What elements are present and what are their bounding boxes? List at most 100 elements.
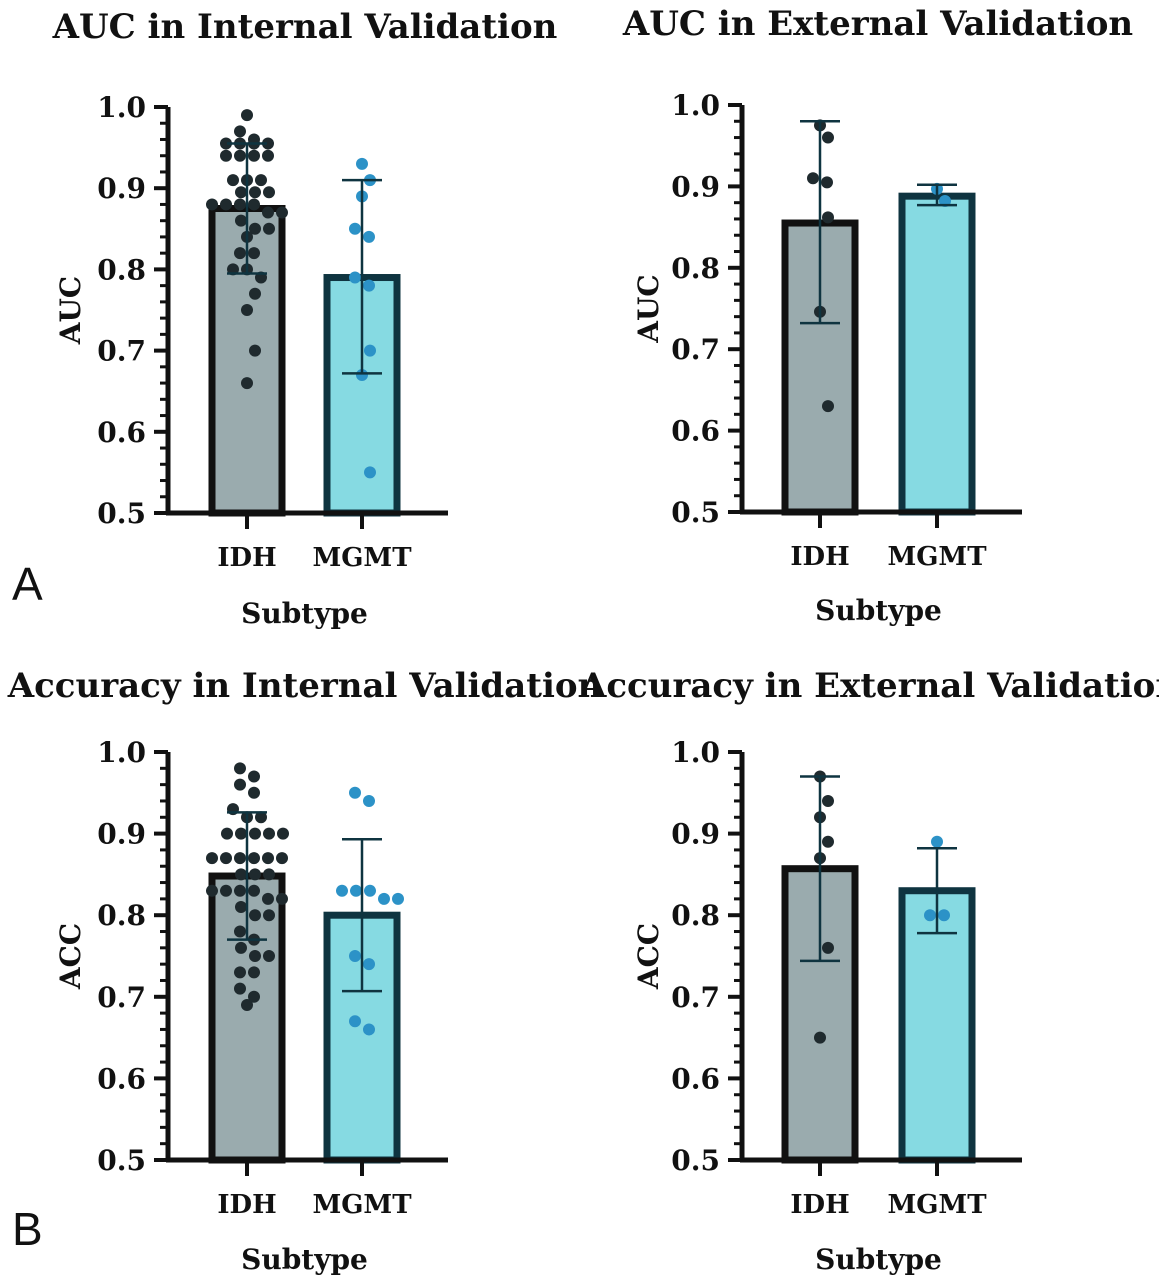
data-point-idh: [276, 852, 288, 865]
y-axis-label: AUC: [54, 276, 87, 345]
x-axis-label: Subtype: [815, 1243, 942, 1276]
y-tick-label: 0.9: [671, 818, 720, 851]
data-point-idh: [235, 868, 247, 881]
data-point-idh: [248, 990, 260, 1003]
data-point-idh: [263, 909, 275, 922]
data-point-idh: [234, 982, 246, 995]
data-point-idh: [220, 149, 232, 162]
data-point-idh: [263, 186, 275, 199]
data-point-idh: [235, 827, 247, 840]
data-point-idh: [248, 884, 260, 897]
data-point-mgmt: [336, 884, 348, 897]
data-point-idh: [263, 827, 275, 840]
y-tick-label: 1.0: [671, 89, 720, 122]
data-point-idh: [248, 247, 260, 260]
y-tick-label: 0.8: [97, 253, 146, 286]
data-point-mgmt: [363, 794, 375, 807]
data-point-idh: [234, 762, 246, 775]
data-point-idh: [235, 941, 247, 954]
data-point-idh: [249, 950, 261, 962]
data-point-idh: [262, 137, 274, 150]
data-point-idh: [206, 852, 218, 865]
panel-letter-a: A: [12, 558, 43, 610]
y-tick-label: 0.6: [671, 415, 720, 448]
data-point-mgmt: [363, 958, 375, 971]
data-point-idh: [276, 892, 288, 905]
y-tick-label: 0.5: [671, 496, 720, 529]
y-tick-label: 0.5: [97, 497, 146, 530]
y-tick-label: 0.9: [97, 818, 146, 851]
y-tick-label: 0.8: [671, 252, 720, 285]
x-tick-label-mgmt: MGMT: [887, 1190, 987, 1220]
chart-title: AUC in External Validation: [622, 4, 1133, 44]
data-point-idh: [263, 222, 275, 235]
data-point-idh: [234, 925, 246, 938]
data-point-mgmt: [392, 892, 404, 905]
data-point-idh: [822, 835, 834, 848]
y-tick-label: 0.9: [97, 172, 146, 205]
data-point-idh: [255, 811, 267, 824]
data-point-idh: [235, 901, 247, 914]
x-axis-label: Subtype: [241, 597, 368, 630]
data-point-idh: [248, 786, 260, 799]
data-point-idh: [248, 966, 260, 979]
chart-auc-internal: AUC in Internal Validation AUC Subtype 0.5 0…: [52, 7, 558, 630]
data-point-mgmt: [349, 786, 361, 799]
data-point-idh: [220, 884, 232, 897]
y-tick-label: 0.8: [97, 899, 146, 932]
x-tick-label-idh: IDH: [790, 542, 849, 572]
data-point-idh: [241, 998, 253, 1011]
data-point-idh: [234, 149, 246, 162]
data-point-idh: [263, 868, 275, 881]
data-point-mgmt: [938, 909, 950, 922]
data-point-idh: [277, 827, 289, 840]
data-point-mgmt: [356, 368, 368, 381]
chart-acc-external: Accuracy in External Validation ACC Subtyp…: [579, 666, 1159, 1276]
x-tick-label-idh: IDH: [790, 1190, 849, 1220]
data-point-idh: [822, 941, 834, 954]
data-point-idh: [249, 344, 261, 357]
data-point-idh: [263, 950, 275, 962]
y-tick-label: 0.7: [97, 981, 146, 1014]
data-point-idh: [262, 206, 274, 219]
data-point-idh: [255, 174, 267, 187]
data-point-mgmt: [924, 909, 936, 922]
data-point-idh: [276, 206, 288, 219]
y-tick-label: 0.6: [97, 1062, 146, 1095]
y-tick-label: 0.5: [671, 1144, 720, 1177]
y-tick-label: 0.8: [671, 899, 720, 932]
data-point-mgmt: [364, 884, 376, 897]
x-tick-label-mgmt: MGMT: [312, 1190, 412, 1220]
chart-auc-external: AUC in External Validation AUC Subtype 0.5 0…: [622, 4, 1133, 627]
data-point-idh: [822, 211, 834, 224]
data-point-idh: [206, 198, 218, 211]
data-point-idh: [822, 400, 834, 413]
data-point-mgmt: [349, 1015, 361, 1028]
data-point-idh: [249, 287, 261, 300]
x-tick-label-idh: IDH: [217, 1190, 276, 1220]
data-point-idh: [220, 137, 232, 150]
data-point-idh: [248, 852, 260, 865]
chart-title: Accuracy in Internal Validation: [7, 666, 603, 706]
data-point-idh: [249, 186, 261, 199]
data-point-idh: [822, 131, 834, 144]
y-axis-label: ACC: [632, 923, 665, 990]
data-point-idh: [241, 109, 253, 122]
data-point-mgmt: [363, 279, 375, 292]
data-point-idh: [234, 198, 246, 211]
data-point-idh: [235, 214, 247, 227]
data-point-idh: [262, 892, 274, 905]
data-point-idh: [821, 176, 833, 189]
data-point-idh: [234, 247, 246, 260]
data-point-idh: [241, 377, 253, 390]
panel-letter-b: B: [12, 1203, 43, 1255]
data-point-idh: [814, 1031, 826, 1044]
data-point-idh: [206, 884, 218, 897]
data-point-idh: [248, 770, 260, 783]
y-tick-label: 0.7: [671, 981, 720, 1014]
x-tick-label-mgmt: MGMT: [312, 543, 412, 573]
y-tick-label: 1.0: [97, 736, 146, 769]
data-point-idh: [234, 884, 246, 897]
data-point-mgmt: [349, 950, 361, 962]
